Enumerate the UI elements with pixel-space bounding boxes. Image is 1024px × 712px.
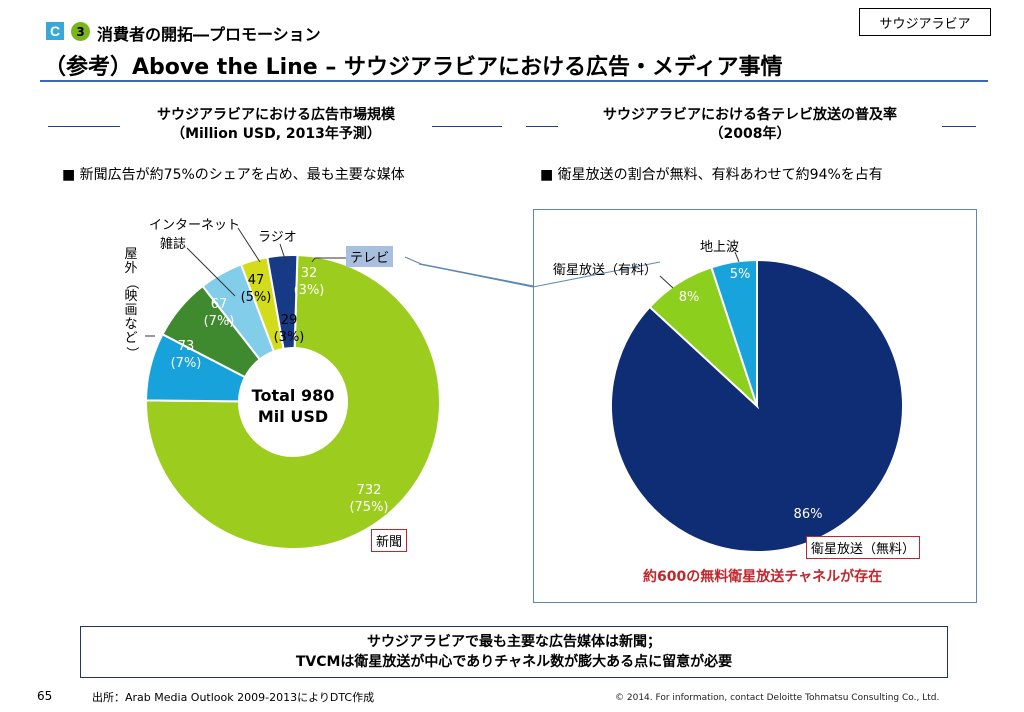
donut-value-internet: 47 bbox=[247, 273, 265, 288]
zoom-line-lower bbox=[418, 263, 534, 288]
callout-magazine: 雑誌 bbox=[160, 237, 187, 252]
donut-value-tv: 32 bbox=[300, 266, 318, 281]
callout-satellite-paid: 衛星放送（有料） bbox=[553, 263, 658, 278]
leader-internet bbox=[237, 227, 261, 263]
left-bullet: ■ 新聞広告が約75%のシェアを占め、最も主要な媒体 bbox=[62, 167, 405, 183]
left-chart-heading: サウジアラビアにおける広告市場規模 （Million USD, 2013年予測） bbox=[120, 106, 432, 144]
donut-center-total: Total 980 Mil USD bbox=[236, 385, 350, 427]
donut-value-outdoor: 73 bbox=[177, 339, 195, 354]
callout-internet: インターネット bbox=[149, 218, 241, 233]
section-number-badge: 3 bbox=[71, 22, 90, 41]
page-number: 65 bbox=[37, 689, 53, 703]
callout-terrestrial: 地上波 bbox=[700, 240, 740, 255]
donut-percent-internet: (5%) bbox=[240, 290, 272, 305]
zoom-line-to-pie bbox=[532, 261, 661, 288]
leader-satellite-paid bbox=[659, 275, 674, 289]
summary-box: サウジアラビアで最も主要な広告媒体は新聞； TVCMは衛星放送が中心でありチャネ… bbox=[80, 626, 948, 678]
ad-market-donut-chart bbox=[144, 254, 441, 550]
country-tag: サウジアラビア bbox=[859, 8, 991, 36]
right-heading-rule-right bbox=[942, 126, 976, 127]
pie-label-satellite-paid: 8% bbox=[678, 290, 700, 305]
donut-percent-magazine: (7%) bbox=[203, 314, 235, 329]
right-chart-heading-line2: （2008年） bbox=[709, 126, 791, 142]
leader-tv bbox=[311, 257, 346, 263]
donut-label-newspaper: 732 (75%) bbox=[349, 482, 389, 516]
donut-value-newspaper: 732 bbox=[356, 483, 382, 498]
pie-label-terrestrial: 5% bbox=[729, 267, 751, 282]
donut-label-magazine: 67 (7%) bbox=[199, 296, 239, 330]
donut-percent-newspaper: (75%) bbox=[349, 500, 389, 515]
summary-line2: TVCMは衛星放送が中心でありチャネル数が膨大ある点に留意が必要 bbox=[295, 654, 733, 670]
donut-value-radio: 29 bbox=[280, 313, 298, 328]
donut-center-line2: Mil USD bbox=[257, 407, 329, 426]
leader-radio bbox=[279, 243, 287, 263]
summary-line1: サウジアラビアで最も主要な広告媒体は新聞； bbox=[367, 634, 661, 650]
zoom-line-start bbox=[404, 256, 422, 265]
leader-terrestrial bbox=[734, 251, 740, 263]
callout-newspaper: 新聞 bbox=[371, 529, 408, 552]
callout-satellite-free: 衛星放送（無料） bbox=[806, 536, 921, 559]
callout-outdoor: 屋外（映画など） bbox=[124, 247, 139, 360]
donut-value-magazine: 67 bbox=[210, 297, 228, 312]
left-chart-heading-line2: （Million USD, 2013年予測） bbox=[171, 126, 381, 142]
donut-percent-tv: (3%) bbox=[293, 283, 325, 298]
right-bullet: ■ 衛星放送の割合が無料、有料あわせて約94%を占有 bbox=[540, 167, 883, 183]
callout-radio: ラジオ bbox=[258, 230, 297, 245]
copyright: © 2014. For information, contact Deloitt… bbox=[615, 693, 940, 703]
satellite-channels-note: 約600の無料衛星放送チャネルが存在 bbox=[643, 569, 883, 585]
right-chart-heading-line1: サウジアラビアにおける各テレビ放送の普及率 bbox=[603, 107, 897, 123]
donut-label-outdoor: 73 (7%) bbox=[166, 338, 206, 372]
donut-label-radio: 29 (3%) bbox=[269, 312, 309, 346]
left-heading-rule-right bbox=[432, 126, 502, 127]
title-divider bbox=[40, 80, 988, 82]
source-note: 出所：Arab Media Outlook 2009-2013によりDTC作成 bbox=[92, 691, 375, 704]
section-title: 消費者の開拓―プロモーション bbox=[97, 25, 321, 44]
tv-penetration-pie-chart bbox=[610, 258, 905, 553]
tv-chart-frame bbox=[533, 209, 977, 603]
left-chart-heading-line1: サウジアラビアにおける広告市場規模 bbox=[157, 107, 395, 123]
leader-magazine bbox=[186, 247, 236, 297]
donut-center-line1: Total 980 bbox=[251, 386, 335, 405]
donut-percent-radio: (3%) bbox=[273, 330, 305, 345]
right-chart-heading: サウジアラビアにおける各テレビ放送の普及率 （2008年） bbox=[560, 106, 940, 144]
page-title: （参考）Above the Line – サウジアラビアにおける広告・メディア事… bbox=[44, 55, 783, 80]
callout-tv: テレビ bbox=[346, 246, 394, 267]
section-letter-badge: C bbox=[46, 22, 64, 40]
left-heading-rule-left bbox=[48, 126, 120, 127]
donut-label-internet: 47 (5%) bbox=[236, 272, 276, 306]
pie-slice-terrestrial bbox=[710, 258, 758, 407]
donut-label-tv: 32 (3%) bbox=[289, 265, 329, 299]
right-heading-rule-left bbox=[526, 126, 558, 127]
donut-percent-outdoor: (7%) bbox=[170, 356, 202, 371]
donut-slice-newspaper bbox=[145, 254, 441, 550]
pie-label-satellite-free: 86% bbox=[793, 507, 823, 522]
donut-slice-tv bbox=[266, 254, 299, 350]
